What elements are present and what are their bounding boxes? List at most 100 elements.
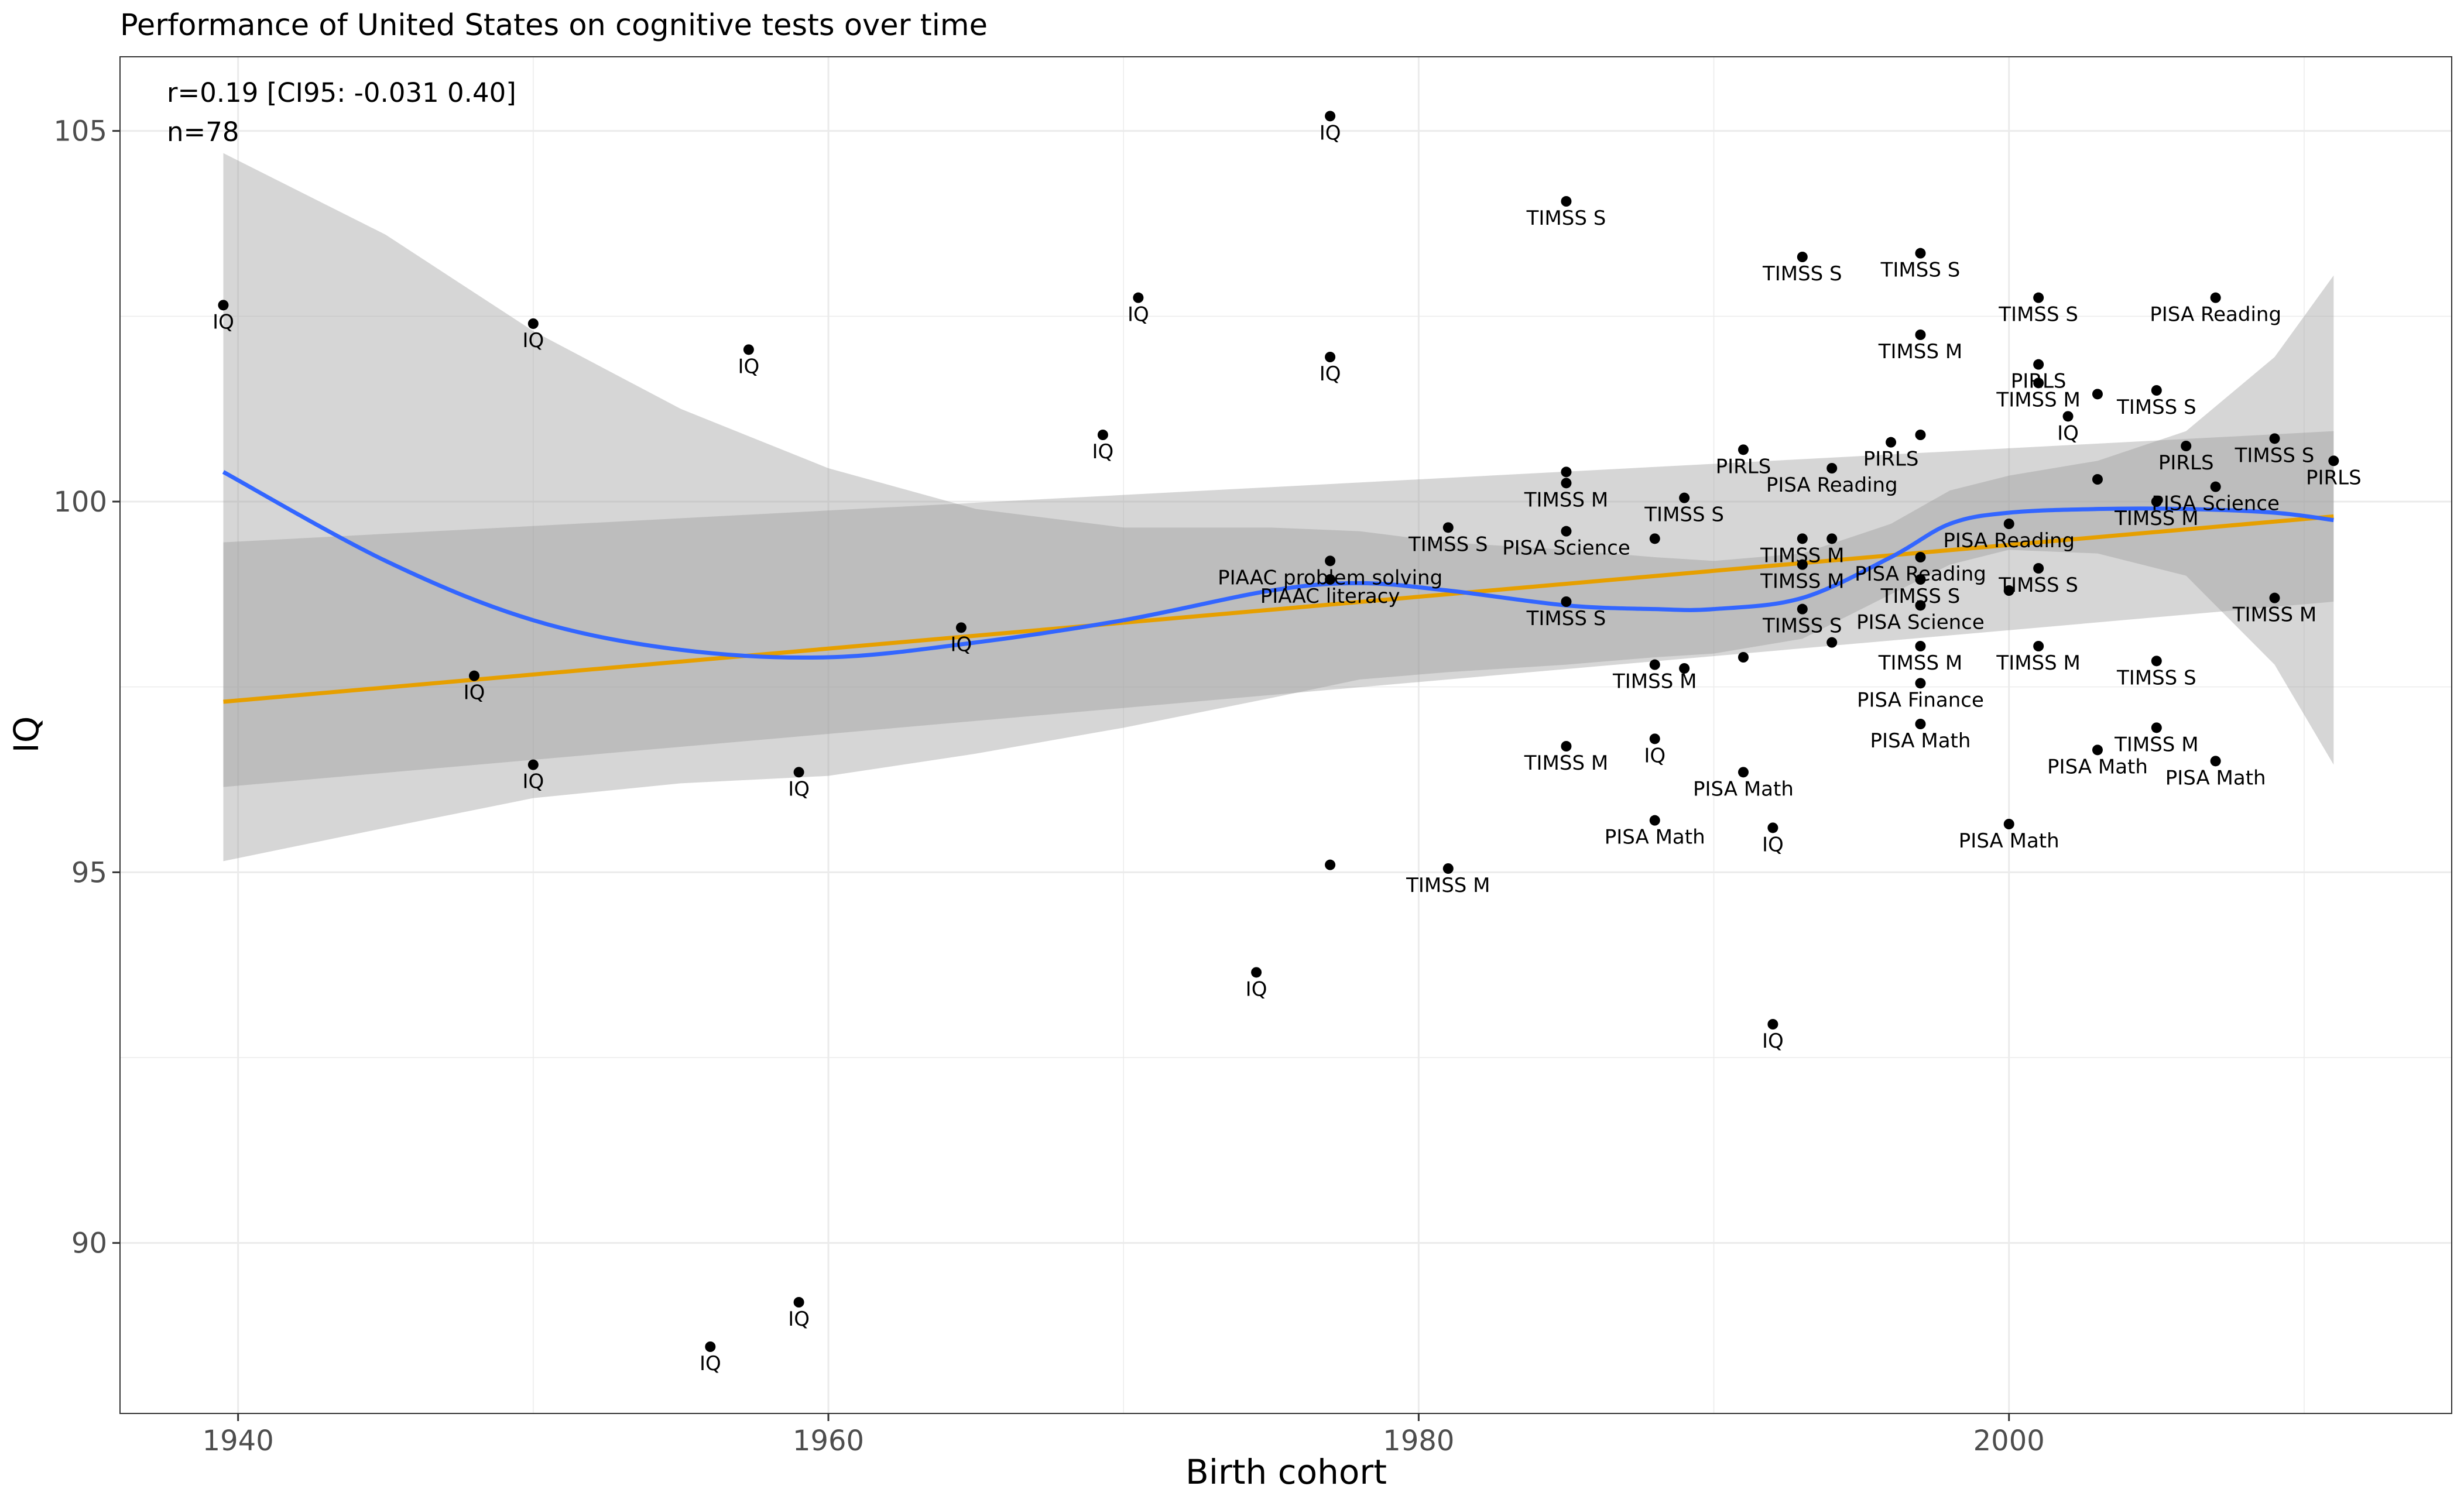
data-point-label: TIMSS M [2114, 733, 2198, 756]
data-point [1738, 444, 1749, 455]
data-point [2003, 519, 2014, 529]
data-point-label: PISA Reading [1766, 473, 1898, 497]
data-point [1797, 252, 1808, 262]
data-point-label: TIMSS M [1524, 488, 1608, 512]
data-point-label: IQ [738, 355, 759, 378]
data-point [1915, 430, 1926, 440]
data-point-label: PISA Math [1959, 829, 2059, 853]
data-point-label: TIMSS S [1998, 574, 2078, 597]
data-point [2092, 389, 2103, 400]
data-point-label: PIRLS [2158, 451, 2214, 475]
data-point-label: IQ [788, 777, 810, 801]
data-point-label: IQ [213, 310, 234, 334]
annotation-layer: r=0.19 [CI95: -0.031 0.40] n=78 [167, 77, 516, 147]
data-point-label: IQ [700, 1352, 721, 1375]
panel-border [119, 56, 2452, 1414]
x-tick-label: 1960 [793, 1425, 864, 1457]
data-point-label: IQ [1762, 833, 1784, 856]
y-tick-label: 90 [71, 1227, 107, 1260]
data-point-label: TIMSS S [1526, 607, 1606, 630]
data-point-label: IQ [1644, 744, 1665, 767]
data-point-label: TIMSS M [1878, 340, 1962, 363]
data-point [793, 1297, 804, 1308]
data-point [1649, 533, 1660, 544]
data-point-label: PISA Math [2165, 766, 2266, 790]
data-point-label: TIMSS M [1760, 544, 1844, 567]
data-point [2151, 385, 2162, 396]
data-point [2210, 756, 2221, 767]
data-point [2269, 433, 2280, 444]
data-point [2003, 585, 2014, 596]
data-point-label: TIMSS M [1996, 651, 2080, 675]
data-point [1915, 600, 1926, 611]
data-point [2092, 744, 2103, 756]
data-point [218, 300, 229, 311]
data-point-label: TIMSS S [1526, 207, 1606, 230]
data-point [2062, 411, 2074, 422]
data-point-label: TIMSS S [1880, 259, 1961, 282]
data-point [743, 344, 754, 355]
grid-layer [120, 57, 2452, 1413]
data-point-label: TIMSS S [1998, 303, 2078, 327]
data-point-label: IQ [1320, 362, 1341, 386]
y-tick-label: 105 [53, 115, 107, 148]
data-point-label: IQ [1762, 1030, 1784, 1053]
data-point-label: PIRLS [2306, 466, 2362, 489]
correlation-annotation: r=0.19 [CI95: -0.031 0.40] [167, 77, 516, 108]
data-point [1915, 330, 1926, 340]
data-point [1679, 663, 1690, 674]
data-point-label: PISA Finance [1857, 688, 1984, 712]
data-point [1797, 533, 1808, 544]
data-point-label: IQ [464, 681, 485, 705]
data-point [1097, 430, 1108, 440]
data-point-label: PISA Reading [2150, 303, 2281, 327]
data-point [1251, 967, 1262, 978]
data-point [1325, 859, 1336, 870]
data-point [793, 767, 804, 778]
data-point [2033, 292, 2044, 303]
data-point-label: IQ [1092, 440, 1114, 464]
data-point [1767, 1019, 1778, 1030]
data-point-label: PISA Science [1856, 610, 1985, 634]
data-point-label: TIMSS M [2232, 603, 2316, 627]
data-point [2151, 656, 2162, 667]
data-point [2151, 722, 2162, 733]
data-point [1915, 552, 1926, 562]
data-point [2269, 592, 2280, 603]
data-point-label: TIMSS S [1762, 615, 1842, 638]
y-tick-label: 95 [71, 856, 107, 889]
data-point-label: TIMSS M [1996, 388, 2080, 411]
data-point [2033, 378, 2044, 389]
data-point [2033, 359, 2044, 370]
data-point [2092, 474, 2103, 485]
data-point-label: IQ [1128, 303, 1149, 327]
chart-title: Performance of United States on cognitiv… [120, 8, 988, 43]
data-point [1649, 815, 1660, 826]
data-point [1826, 463, 1838, 473]
data-point-label: TIMSS S [2235, 444, 2315, 467]
data-point [1561, 596, 1572, 607]
data-point-label: PISA Math [1605, 826, 1705, 849]
data-point [1561, 526, 1572, 537]
data-point-label: PISA Math [1693, 777, 1794, 801]
data-point-label: TIMSS S [1644, 503, 1724, 527]
data-point-label: PIRLS [1863, 448, 1919, 471]
data-point [469, 670, 480, 681]
loess-fit-line [222, 470, 2334, 660]
data-point [2151, 496, 2162, 507]
y-axis-title: IQ [6, 716, 46, 753]
data-point [1767, 822, 1778, 833]
data-point [1915, 574, 1926, 585]
data-point-label: TIMSS S [1408, 533, 1488, 556]
data-point [2181, 441, 2192, 451]
data-point [1561, 196, 1572, 207]
data-point-label: TIMSS M [1524, 752, 1608, 775]
loess-confidence-band [223, 153, 2334, 862]
data-point-label: TIMSS M [1612, 670, 1697, 694]
data-point [1915, 678, 1926, 689]
data-point-label: IQ [788, 1308, 810, 1331]
data-point-label: TIMSS M [1760, 570, 1844, 593]
data-point [1738, 652, 1749, 663]
data-point [1325, 574, 1336, 585]
